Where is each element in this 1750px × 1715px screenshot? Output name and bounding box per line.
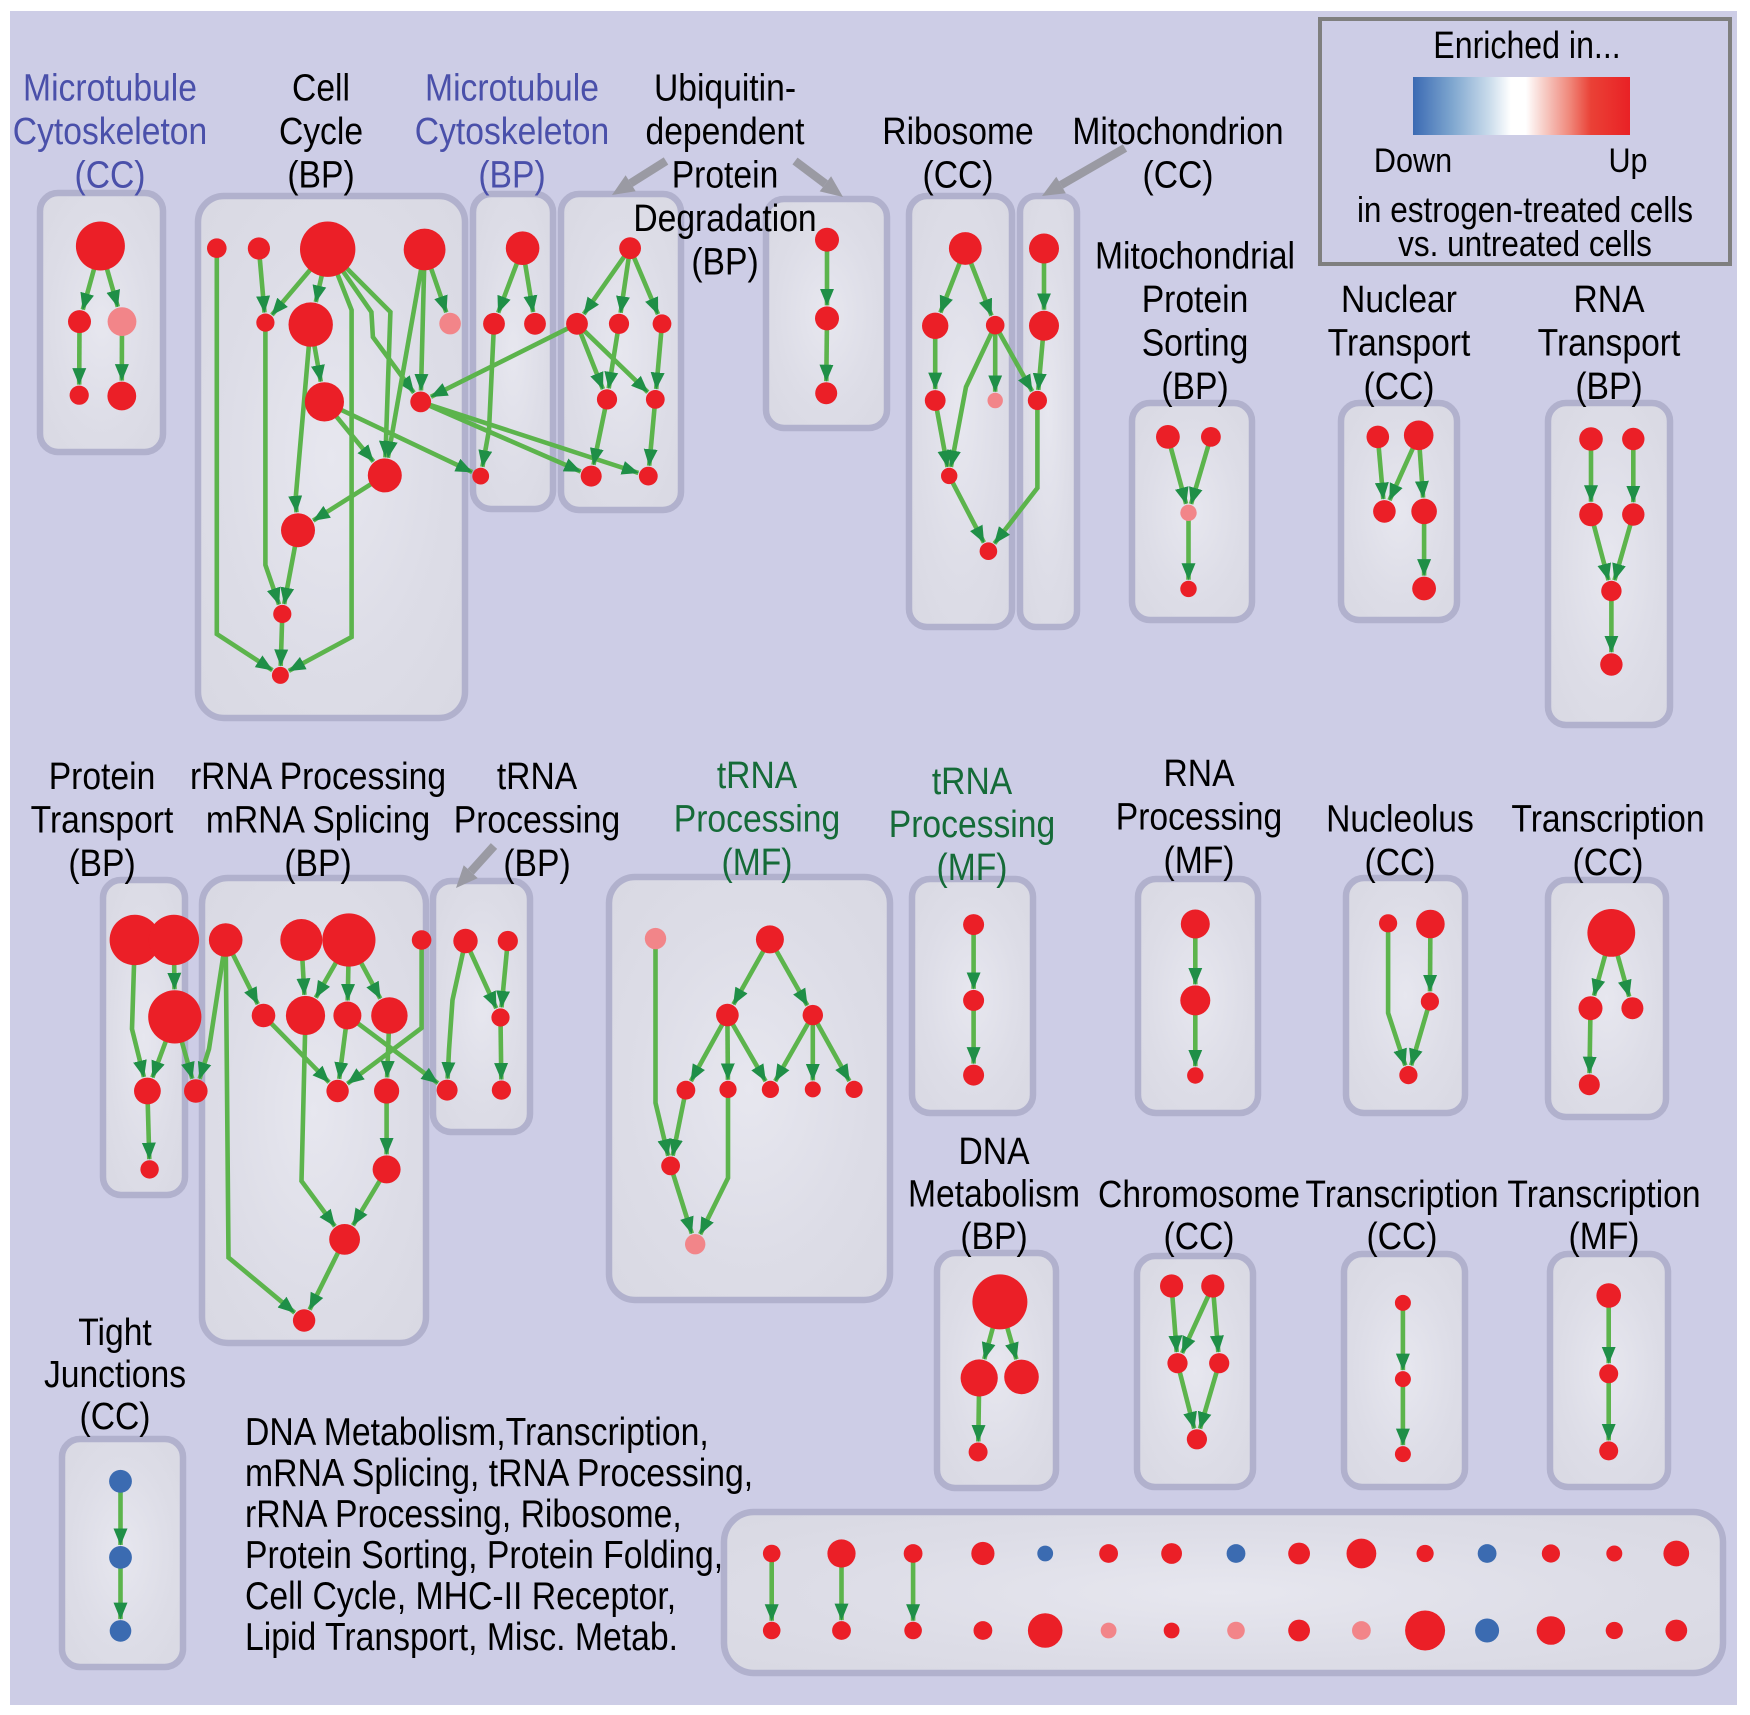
svg-text:(MF): (MF) — [937, 847, 1008, 889]
svg-text:dependent: dependent — [646, 111, 805, 153]
svg-text:Cytoskeleton: Cytoskeleton — [13, 111, 207, 153]
svg-text:Transport: Transport — [1538, 323, 1681, 365]
svg-text:Degradation: Degradation — [633, 198, 816, 240]
svg-text:Microtubule: Microtubule — [23, 68, 197, 110]
svg-text:(BP): (BP) — [68, 843, 135, 885]
svg-text:(BP): (BP) — [1575, 366, 1642, 408]
svg-text:RNA: RNA — [1164, 753, 1236, 795]
svg-text:(MF): (MF) — [1164, 840, 1235, 882]
svg-text:vs. untreated cells: vs. untreated cells — [1398, 223, 1652, 264]
svg-text:(CC): (CC) — [1164, 1216, 1235, 1258]
svg-text:Down: Down — [1374, 142, 1452, 180]
svg-text:Lipid Transport, Misc. Metab.: Lipid Transport, Misc. Metab. — [245, 1616, 678, 1659]
svg-text:(CC): (CC) — [923, 155, 994, 197]
svg-text:Protein: Protein — [672, 155, 779, 197]
svg-text:Ubiquitin-: Ubiquitin- — [654, 68, 796, 110]
svg-text:(BP): (BP) — [284, 843, 351, 885]
svg-text:Up: Up — [1608, 142, 1647, 180]
svg-text:Ribosome: Ribosome — [882, 111, 1033, 153]
svg-text:rRNA Processing, Ribosome,: rRNA Processing, Ribosome, — [245, 1493, 682, 1536]
svg-text:(BP): (BP) — [691, 242, 758, 284]
svg-text:(CC): (CC) — [1367, 1216, 1438, 1258]
svg-text:DNA: DNA — [959, 1131, 1031, 1173]
svg-text:(CC): (CC) — [1573, 842, 1644, 884]
svg-text:Protein: Protein — [49, 756, 156, 798]
svg-text:(CC): (CC) — [80, 1396, 151, 1438]
svg-text:Protein Sorting, Protein Foldi: Protein Sorting, Protein Folding, — [245, 1534, 723, 1577]
svg-text:tRNA: tRNA — [717, 755, 798, 797]
svg-text:DNA Metabolism,Transcription,: DNA Metabolism,Transcription, — [245, 1411, 709, 1454]
svg-text:Enriched in...: Enriched in... — [1433, 25, 1620, 67]
svg-text:Processing: Processing — [454, 800, 620, 842]
svg-text:(MF): (MF) — [1569, 1216, 1640, 1258]
svg-text:(MF): (MF) — [722, 842, 793, 884]
svg-text:(CC): (CC) — [1365, 842, 1436, 884]
svg-text:Mitochondrial: Mitochondrial — [1095, 236, 1295, 278]
svg-text:Mitochondrion: Mitochondrion — [1072, 111, 1283, 153]
svg-text:Tight: Tight — [78, 1312, 152, 1354]
svg-text:Processing: Processing — [889, 804, 1055, 846]
svg-text:Protein: Protein — [1142, 279, 1249, 321]
svg-text:Processing: Processing — [674, 799, 840, 841]
svg-text:Transport: Transport — [1328, 323, 1471, 365]
svg-text:Transport: Transport — [31, 800, 174, 842]
svg-text:RNA: RNA — [1574, 279, 1646, 321]
svg-text:rRNA Processing: rRNA Processing — [190, 756, 446, 798]
svg-text:Metabolism: Metabolism — [908, 1174, 1080, 1216]
svg-text:Sorting: Sorting — [1142, 323, 1249, 365]
svg-text:(BP): (BP) — [1161, 366, 1228, 408]
svg-text:(BP): (BP) — [478, 155, 545, 197]
svg-text:Processing: Processing — [1116, 797, 1282, 839]
svg-text:mRNA Splicing: mRNA Splicing — [206, 800, 430, 842]
svg-text:Junctions: Junctions — [44, 1354, 186, 1396]
svg-text:in estrogen-treated cells: in estrogen-treated cells — [1357, 189, 1693, 230]
svg-text:Transcription: Transcription — [1305, 1174, 1498, 1216]
svg-text:Cytoskeleton: Cytoskeleton — [415, 111, 609, 153]
svg-text:(BP): (BP) — [287, 155, 354, 197]
svg-text:Chromosome: Chromosome — [1098, 1174, 1300, 1216]
svg-text:(CC): (CC) — [1364, 366, 1435, 408]
svg-text:Transcription: Transcription — [1511, 799, 1704, 841]
svg-text:Nuclear: Nuclear — [1341, 279, 1457, 321]
svg-text:(BP): (BP) — [503, 843, 570, 885]
svg-text:Cycle: Cycle — [279, 111, 363, 153]
svg-text:mRNA Splicing, tRNA Processing: mRNA Splicing, tRNA Processing, — [245, 1452, 753, 1495]
svg-text:Nucleolus: Nucleolus — [1326, 799, 1474, 841]
svg-text:Cell: Cell — [292, 68, 350, 110]
svg-text:(CC): (CC) — [1143, 155, 1214, 197]
svg-text:Transcription: Transcription — [1507, 1174, 1700, 1216]
svg-text:tRNA: tRNA — [932, 761, 1013, 803]
svg-text:tRNA: tRNA — [497, 756, 578, 798]
svg-text:Microtubule: Microtubule — [425, 68, 599, 110]
svg-text:(CC): (CC) — [75, 155, 146, 197]
svg-text:Cell Cycle, MHC-II Receptor,: Cell Cycle, MHC-II Receptor, — [245, 1575, 676, 1618]
svg-text:(BP): (BP) — [960, 1216, 1027, 1258]
